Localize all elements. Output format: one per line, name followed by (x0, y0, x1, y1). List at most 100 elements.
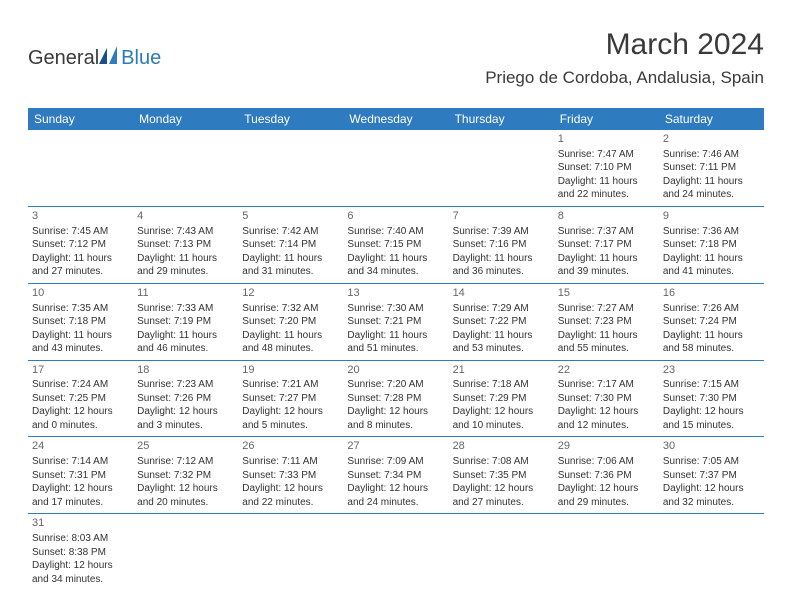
weekday-header: Saturday (659, 108, 764, 130)
day-detail: Sunrise: 7:40 AM (347, 225, 444, 239)
day-detail: Daylight: 11 hours (558, 175, 655, 189)
day-detail: Daylight: 11 hours (558, 329, 655, 343)
day-detail: Sunset: 7:32 PM (137, 469, 234, 483)
day-detail: Sunset: 7:16 PM (453, 238, 550, 252)
calendar-cell (659, 514, 764, 590)
day-detail: Daylight: 12 hours (558, 405, 655, 419)
day-detail: Daylight: 11 hours (663, 252, 760, 266)
calendar-cell: 8Sunrise: 7:37 AMSunset: 7:17 PMDaylight… (554, 206, 659, 283)
day-detail: Sunrise: 7:47 AM (558, 148, 655, 162)
day-detail: Daylight: 11 hours (558, 252, 655, 266)
calendar-cell: 28Sunrise: 7:08 AMSunset: 7:35 PMDayligh… (449, 437, 554, 514)
calendar-cell: 3Sunrise: 7:45 AMSunset: 7:12 PMDaylight… (28, 206, 133, 283)
day-detail: Sunset: 7:31 PM (32, 469, 129, 483)
calendar-row: 24Sunrise: 7:14 AMSunset: 7:31 PMDayligh… (28, 437, 764, 514)
day-number: 26 (242, 439, 339, 454)
calendar-cell: 24Sunrise: 7:14 AMSunset: 7:31 PMDayligh… (28, 437, 133, 514)
day-detail: Sunset: 7:10 PM (558, 161, 655, 175)
day-detail: and 22 minutes. (558, 188, 655, 202)
calendar-cell: 21Sunrise: 7:18 AMSunset: 7:29 PMDayligh… (449, 360, 554, 437)
calendar-cell: 26Sunrise: 7:11 AMSunset: 7:33 PMDayligh… (238, 437, 343, 514)
day-detail: and 36 minutes. (453, 265, 550, 279)
calendar-row: 10Sunrise: 7:35 AMSunset: 7:18 PMDayligh… (28, 283, 764, 360)
day-number: 15 (558, 286, 655, 301)
day-detail: Sunset: 7:25 PM (32, 392, 129, 406)
day-detail: Sunrise: 7:05 AM (663, 455, 760, 469)
day-detail: Daylight: 12 hours (558, 482, 655, 496)
calendar-cell: 2Sunrise: 7:46 AMSunset: 7:11 PMDaylight… (659, 130, 764, 206)
day-detail: and 34 minutes. (32, 573, 129, 587)
day-detail: Daylight: 12 hours (347, 482, 444, 496)
location-label: Priego de Cordoba, Andalusia, Spain (485, 68, 764, 88)
day-detail: and 27 minutes. (453, 496, 550, 510)
day-detail: Sunrise: 7:39 AM (453, 225, 550, 239)
day-detail: Sunrise: 7:15 AM (663, 378, 760, 392)
day-detail: Daylight: 12 hours (32, 405, 129, 419)
day-number: 8 (558, 209, 655, 224)
day-detail: Daylight: 11 hours (32, 329, 129, 343)
day-detail: Sunset: 7:13 PM (137, 238, 234, 252)
day-detail: Sunrise: 7:42 AM (242, 225, 339, 239)
day-detail: Sunrise: 7:27 AM (558, 302, 655, 316)
day-detail: Sunrise: 7:26 AM (663, 302, 760, 316)
calendar-row: 17Sunrise: 7:24 AMSunset: 7:25 PMDayligh… (28, 360, 764, 437)
day-detail: and 43 minutes. (32, 342, 129, 356)
day-number: 1 (558, 132, 655, 147)
page-title: March 2024 (485, 28, 764, 62)
day-number: 6 (347, 209, 444, 224)
calendar-cell: 31Sunrise: 8:03 AMSunset: 8:38 PMDayligh… (28, 514, 133, 590)
day-detail: and 10 minutes. (453, 419, 550, 433)
day-detail: and 27 minutes. (32, 265, 129, 279)
day-detail: Sunrise: 7:06 AM (558, 455, 655, 469)
calendar-cell: 11Sunrise: 7:33 AMSunset: 7:19 PMDayligh… (133, 283, 238, 360)
day-number: 2 (663, 132, 760, 147)
day-detail: Daylight: 11 hours (137, 329, 234, 343)
calendar-cell (28, 130, 133, 206)
day-detail: and 48 minutes. (242, 342, 339, 356)
calendar-cell (343, 514, 448, 590)
day-detail: Sunset: 7:37 PM (663, 469, 760, 483)
day-detail: Sunset: 7:18 PM (663, 238, 760, 252)
day-detail: Daylight: 11 hours (242, 252, 339, 266)
header: March 2024 Priego de Cordoba, Andalusia,… (485, 28, 764, 88)
day-detail: Sunrise: 7:45 AM (32, 225, 129, 239)
day-detail: Sunrise: 7:43 AM (137, 225, 234, 239)
day-detail: Sunrise: 7:08 AM (453, 455, 550, 469)
day-detail: and 41 minutes. (663, 265, 760, 279)
day-detail: Sunset: 7:30 PM (558, 392, 655, 406)
day-number: 29 (558, 439, 655, 454)
weekday-header: Tuesday (238, 108, 343, 130)
day-detail: Sunrise: 7:21 AM (242, 378, 339, 392)
calendar-cell: 19Sunrise: 7:21 AMSunset: 7:27 PMDayligh… (238, 360, 343, 437)
calendar-table: Sunday Monday Tuesday Wednesday Thursday… (28, 108, 764, 590)
day-detail: Daylight: 11 hours (663, 175, 760, 189)
day-number: 25 (137, 439, 234, 454)
day-number: 28 (453, 439, 550, 454)
calendar-cell (449, 130, 554, 206)
day-detail: and 17 minutes. (32, 496, 129, 510)
day-detail: Sunrise: 7:46 AM (663, 148, 760, 162)
day-number: 20 (347, 363, 444, 378)
day-detail: and 24 minutes. (663, 188, 760, 202)
day-number: 5 (242, 209, 339, 224)
calendar-cell: 27Sunrise: 7:09 AMSunset: 7:34 PMDayligh… (343, 437, 448, 514)
calendar-cell: 30Sunrise: 7:05 AMSunset: 7:37 PMDayligh… (659, 437, 764, 514)
day-detail: and 8 minutes. (347, 419, 444, 433)
day-detail: Daylight: 11 hours (137, 252, 234, 266)
day-detail: and 51 minutes. (347, 342, 444, 356)
calendar-cell: 22Sunrise: 7:17 AMSunset: 7:30 PMDayligh… (554, 360, 659, 437)
day-detail: Daylight: 11 hours (453, 252, 550, 266)
day-detail: and 29 minutes. (137, 265, 234, 279)
calendar-cell: 20Sunrise: 7:20 AMSunset: 7:28 PMDayligh… (343, 360, 448, 437)
calendar-cell: 9Sunrise: 7:36 AMSunset: 7:18 PMDaylight… (659, 206, 764, 283)
day-detail: Sunset: 7:33 PM (242, 469, 339, 483)
day-detail: Daylight: 12 hours (663, 482, 760, 496)
calendar-row: 31Sunrise: 8:03 AMSunset: 8:38 PMDayligh… (28, 514, 764, 590)
calendar-cell: 23Sunrise: 7:15 AMSunset: 7:30 PMDayligh… (659, 360, 764, 437)
day-detail: and 53 minutes. (453, 342, 550, 356)
calendar-cell (238, 130, 343, 206)
day-number: 4 (137, 209, 234, 224)
calendar-cell: 25Sunrise: 7:12 AMSunset: 7:32 PMDayligh… (133, 437, 238, 514)
weekday-header: Wednesday (343, 108, 448, 130)
day-detail: and 12 minutes. (558, 419, 655, 433)
